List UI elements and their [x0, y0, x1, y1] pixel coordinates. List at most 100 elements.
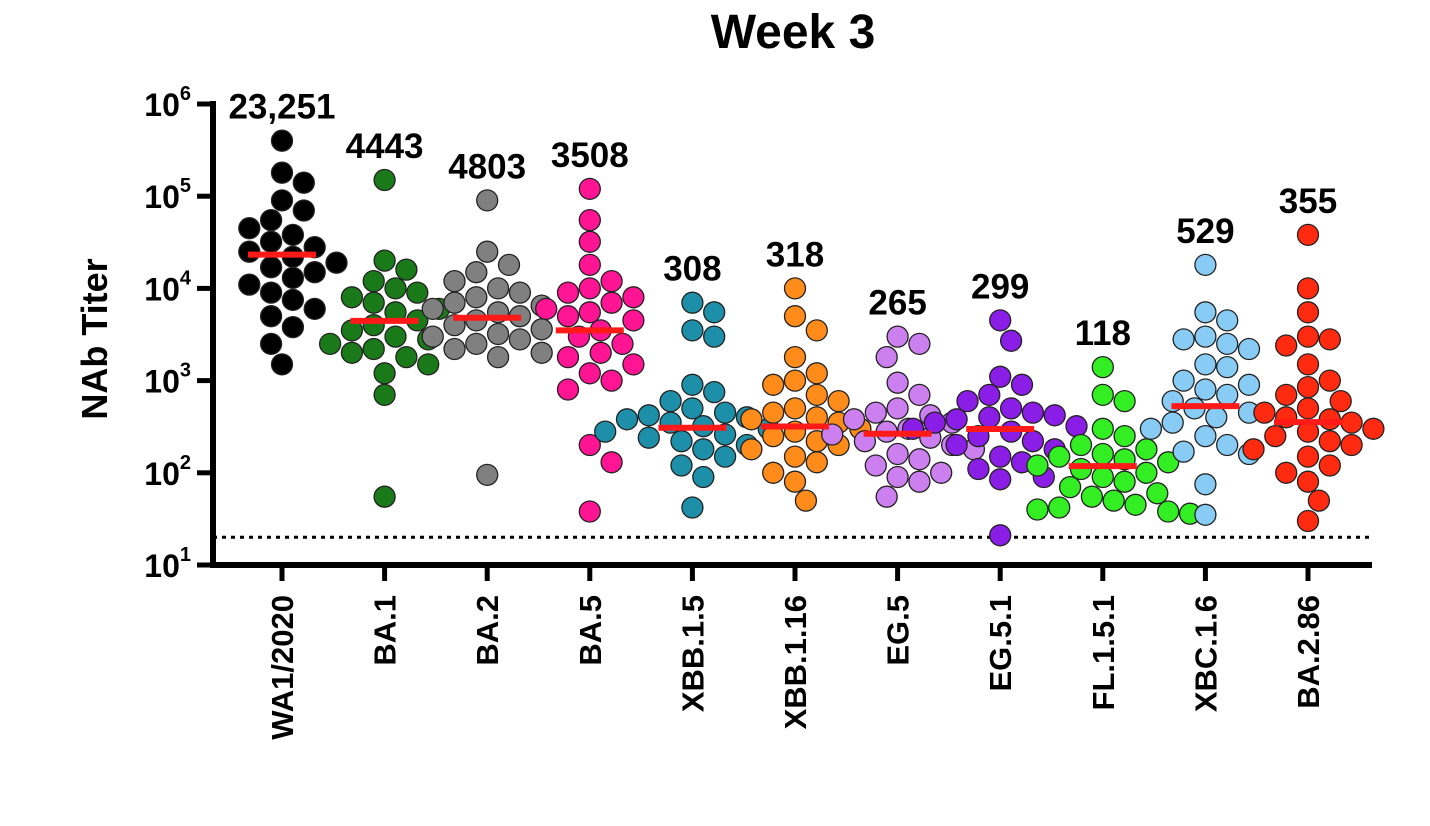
data-point — [292, 171, 315, 194]
data-point — [486, 345, 510, 369]
data-point — [703, 380, 726, 404]
data-point — [1264, 424, 1287, 448]
data-point — [783, 345, 807, 369]
data-point — [465, 261, 488, 284]
data-point — [1194, 378, 1217, 401]
data-point — [1296, 223, 1320, 247]
data-point — [908, 470, 931, 493]
data-point — [1091, 442, 1114, 466]
data-point — [1318, 328, 1341, 351]
data-point — [578, 433, 601, 457]
data-point — [384, 277, 407, 300]
data-point — [600, 291, 623, 314]
data-point — [622, 353, 645, 376]
data-point — [292, 199, 315, 222]
data-point — [670, 454, 693, 477]
data-point — [535, 297, 558, 321]
data-point — [259, 305, 283, 328]
data-point — [1091, 355, 1114, 379]
gmt-labels: 23,251 4443 4803 3508 308 318 265 299 118 529 355 — [228, 88, 1337, 353]
data-point — [373, 485, 396, 508]
data-point — [281, 315, 305, 339]
data-point — [1139, 417, 1163, 440]
data-point — [1362, 417, 1385, 440]
data-point — [989, 524, 1012, 547]
data-point — [886, 465, 909, 489]
data-point — [1102, 489, 1125, 512]
gmt-lines — [248, 251, 1342, 470]
data-point — [703, 325, 726, 348]
data-point — [681, 291, 704, 314]
data-point — [508, 281, 532, 304]
data-point — [692, 438, 715, 461]
data-point — [1069, 433, 1093, 457]
data-point — [989, 468, 1012, 491]
gmt-label: 265 — [868, 284, 926, 323]
data-point — [270, 353, 294, 376]
data-point — [783, 277, 807, 300]
data-point — [923, 411, 946, 434]
data-point — [681, 373, 704, 396]
data-point — [384, 325, 407, 348]
data-point — [497, 253, 521, 277]
data-point — [373, 362, 396, 385]
data-point — [805, 362, 828, 385]
data-point — [281, 223, 305, 247]
data-point — [443, 291, 466, 314]
data-point — [794, 489, 818, 512]
data-point — [1329, 389, 1352, 413]
data-point — [1296, 353, 1320, 376]
gmt-label: 355 — [1279, 182, 1337, 221]
data-point — [1021, 401, 1045, 424]
data-point — [1216, 433, 1239, 457]
data-point — [1296, 277, 1320, 300]
data-point — [443, 337, 466, 361]
data-point — [637, 404, 660, 427]
data-point — [1296, 301, 1320, 324]
data-point — [989, 309, 1012, 332]
data-point — [578, 230, 601, 253]
data-point — [318, 332, 342, 356]
data-point — [1026, 454, 1049, 477]
data-point — [556, 281, 580, 304]
data-point — [578, 208, 601, 232]
data-point — [692, 465, 715, 489]
data-point — [1205, 406, 1228, 429]
data-point — [908, 448, 931, 471]
data-point — [417, 353, 440, 376]
data-point — [530, 318, 553, 341]
data-point — [373, 249, 396, 272]
data-point — [681, 319, 704, 342]
data-point — [486, 277, 510, 300]
data-point — [362, 291, 385, 314]
data-point — [373, 168, 396, 192]
data-point — [578, 500, 601, 523]
chart-title: Week 3 — [711, 6, 876, 59]
data-point — [1237, 373, 1261, 396]
data-point — [589, 341, 612, 364]
data-point — [270, 189, 294, 212]
data-point — [762, 373, 785, 396]
data-point — [1237, 337, 1261, 361]
data-point — [1296, 509, 1320, 533]
data-point — [1275, 461, 1298, 484]
data-point — [989, 365, 1012, 388]
data-point — [281, 266, 305, 290]
data-point — [967, 457, 990, 481]
x-tick-label: XBC.1.6 — [1188, 595, 1223, 712]
data-point — [238, 217, 261, 240]
data-point — [1296, 325, 1320, 348]
data-point — [1340, 411, 1363, 434]
data-point — [270, 161, 294, 184]
gmt-label: 3508 — [551, 136, 629, 175]
data-point — [622, 286, 645, 309]
data-point — [1275, 334, 1298, 357]
data-point — [978, 406, 1001, 429]
data-point — [740, 438, 763, 461]
data-point — [270, 129, 294, 152]
data-point — [1296, 397, 1320, 420]
data-point — [465, 332, 488, 356]
data-point — [827, 389, 850, 413]
data-point — [1043, 404, 1066, 427]
data-point — [864, 401, 887, 424]
